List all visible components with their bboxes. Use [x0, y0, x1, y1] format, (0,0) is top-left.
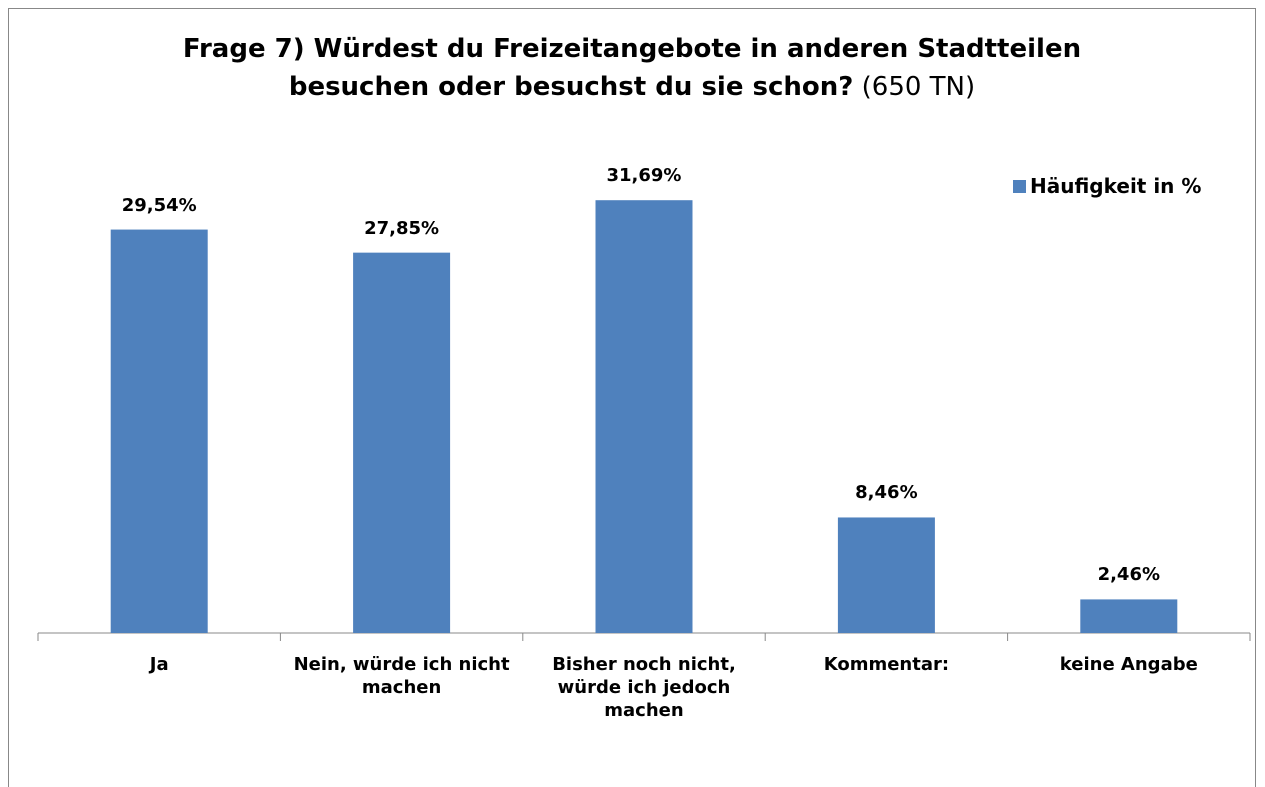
- value-label: 27,85%: [364, 217, 440, 239]
- x-tick-label: Nein, würde ich nicht machen: [293, 654, 510, 698]
- legend-label: Häufigkeit in %: [1030, 174, 1202, 198]
- x-tick-label: Kommentar:: [823, 654, 950, 675]
- chart-frame: [8, 8, 1256, 787]
- value-label: 29,54%: [121, 194, 197, 216]
- bar: [110, 229, 208, 633]
- value-label: 2,46%: [1097, 564, 1161, 586]
- legend-swatch: [1013, 179, 1026, 193]
- bar: [353, 252, 451, 634]
- bar: [595, 200, 693, 633]
- x-tick-label: Ja: [149, 654, 169, 675]
- chart-title: Frage 7) Würdest du Freizeitangebote in …: [132, 30, 1132, 106]
- x-tick-label: keine Angabe: [1059, 654, 1198, 675]
- title-main: Frage 7) Würdest du Freizeitangebote in …: [182, 34, 1082, 102]
- bar: [837, 517, 935, 633]
- x-tick-label: Bisher noch nicht, würde ich jedoch mach…: [552, 654, 736, 721]
- title-note: (650 TN): [861, 72, 976, 102]
- legend: Häufigkeit in %: [1013, 174, 1201, 198]
- value-label: 8,46%: [855, 482, 918, 504]
- value-label: 31,69%: [606, 165, 682, 187]
- bar: [1080, 599, 1178, 633]
